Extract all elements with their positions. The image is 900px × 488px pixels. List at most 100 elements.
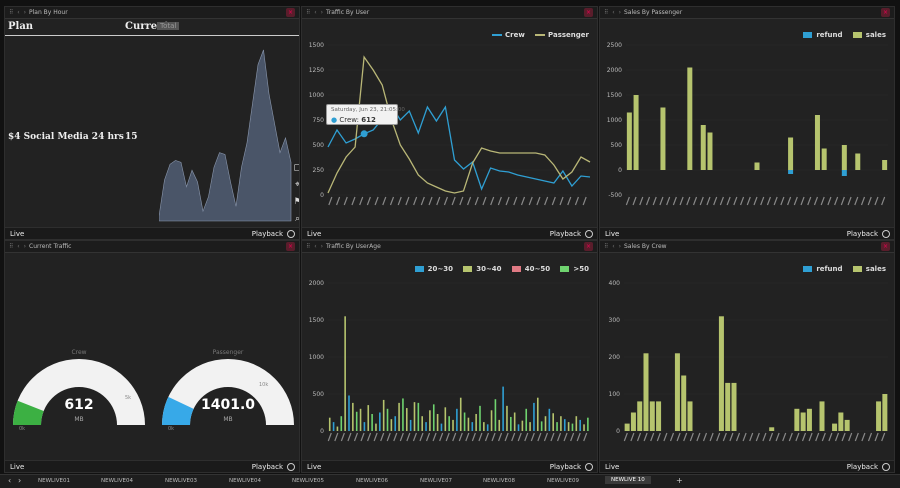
gauge-fill — [162, 396, 194, 425]
pin-icon[interactable]: ⌖ — [294, 180, 300, 190]
panel-traffic-by-user: ⠿ ‹ › Traffic By User × Crew Passenger 1… — [301, 6, 598, 240]
legend-item-40-50[interactable]: 40~50 — [511, 265, 550, 273]
close-icon[interactable]: × — [286, 242, 295, 251]
playback-button[interactable]: Playback — [846, 230, 878, 238]
tab-newlive04b[interactable]: NEWLIVE04 — [229, 478, 261, 484]
x-tick-mark — [351, 196, 356, 206]
x-tick-mark — [432, 432, 437, 442]
legend-item-refund[interactable]: refund — [803, 265, 843, 273]
x-tick-mark — [497, 196, 502, 206]
current-badge[interactable]: Total — [157, 22, 180, 30]
playback-button[interactable]: Playback — [549, 230, 581, 238]
bar — [556, 422, 558, 431]
tab-newlive01[interactable]: NEWLIVE01 — [38, 478, 70, 484]
clock-icon[interactable] — [882, 463, 890, 471]
x-tick-mark — [353, 432, 359, 442]
tab-newlive08[interactable]: NEWLIVE08 — [483, 478, 515, 484]
panel-footer: Live Playback — [302, 460, 597, 472]
add-tab-icon[interactable]: + — [676, 476, 683, 485]
x-tick-mark — [867, 432, 873, 442]
drag-handle-icon[interactable]: ⠿ ‹ › — [604, 243, 623, 250]
x-tick-mark — [504, 432, 509, 442]
bar — [517, 424, 520, 431]
panel-header[interactable]: ⠿ ‹ › Current Traffic × — [5, 241, 299, 253]
panel-footer: Live Playback — [302, 227, 597, 239]
bar — [352, 402, 354, 431]
bar — [348, 395, 350, 431]
close-icon[interactable]: × — [584, 8, 593, 17]
line-series-passenger — [327, 55, 591, 194]
close-icon[interactable]: × — [881, 242, 890, 251]
legend-item-refund[interactable]: refund — [803, 31, 843, 39]
clock-icon[interactable] — [585, 230, 593, 238]
square-icon[interactable]: ▢ — [292, 163, 299, 174]
x-tick-mark — [327, 432, 332, 442]
clock-icon[interactable] — [287, 463, 295, 471]
x-tick-mark — [742, 432, 747, 442]
drag-handle-icon[interactable]: ⠿ ‹ › — [604, 9, 623, 16]
y-tick-label: 1500 — [607, 92, 622, 99]
bar-refund — [788, 170, 794, 174]
x-tick-mark — [793, 196, 798, 206]
playback-button[interactable]: Playback — [251, 463, 283, 471]
panel-header[interactable]: ⠿ ‹ › Sales By Passenger × — [600, 7, 894, 19]
legend-item-passenger[interactable]: Passenger — [535, 31, 589, 39]
legend-item-sales[interactable]: sales — [852, 265, 886, 273]
bar — [432, 404, 435, 431]
panel-header[interactable]: ⠿ ‹ › Traffic By User × — [302, 7, 597, 19]
playback-button[interactable]: Playback — [549, 463, 581, 471]
legend-item-20-30[interactable]: 20~30 — [414, 265, 453, 273]
clock-icon[interactable] — [287, 230, 295, 238]
legend-item-over-50[interactable]: >50 — [560, 265, 589, 273]
tab-next-icon[interactable]: › — [18, 476, 22, 485]
close-icon[interactable]: × — [881, 8, 890, 17]
tab-newlive07[interactable]: NEWLIVE07 — [420, 478, 452, 484]
x-tick-mark — [719, 196, 724, 206]
legend-item-sales[interactable]: sales — [852, 31, 886, 39]
x-tick-mark — [443, 196, 449, 206]
bar — [536, 397, 539, 431]
drag-handle-icon[interactable]: ⠿ ‹ › — [306, 9, 325, 16]
panel-header[interactable]: ⠿ ‹ › Sales By Crew × — [600, 241, 894, 253]
x-tick-mark — [567, 196, 572, 206]
tab-prev-icon[interactable]: ‹ — [8, 476, 12, 485]
playback-button[interactable]: Playback — [251, 230, 283, 238]
legend-item-30-40[interactable]: 30~40 — [463, 265, 502, 273]
bar — [359, 408, 362, 431]
bar — [390, 419, 393, 431]
close-icon[interactable]: × — [286, 8, 295, 17]
panel-title: Sales By Passenger — [624, 9, 683, 16]
drag-handle-icon[interactable]: ⠿ ‹ › — [9, 243, 28, 250]
y-tick-label: 750 — [313, 117, 325, 124]
bar-sales — [832, 423, 838, 431]
close-icon[interactable]: × — [584, 242, 593, 251]
tab-newlive06[interactable]: NEWLIVE06 — [356, 478, 388, 484]
panel-footer: Live Playback — [5, 227, 299, 239]
legend-item-crew[interactable]: Crew — [492, 31, 525, 39]
search-icon[interactable]: ⌕ — [294, 214, 300, 224]
x-tick-mark — [672, 196, 677, 206]
tab-newlive03[interactable]: NEWLIVE03 — [165, 478, 197, 484]
y-tick-label: 500 — [313, 391, 325, 398]
bar-sales — [800, 412, 806, 431]
panel-header[interactable]: ⠿ ‹ › Traffic By UserAge × — [302, 241, 597, 253]
x-tick-mark — [498, 432, 503, 442]
x-tick-mark — [841, 432, 846, 442]
bookmark-icon[interactable]: ⚑ — [292, 197, 299, 208]
x-tick-mark — [860, 196, 866, 206]
tab-newlive05[interactable]: NEWLIVE05 — [292, 478, 324, 484]
drag-handle-icon[interactable]: ⠿ ‹ › — [9, 9, 28, 16]
tab-newlive10[interactable]: NEWLIVE 10 — [605, 476, 651, 484]
playback-button[interactable]: Playback — [846, 463, 878, 471]
bar — [502, 386, 504, 431]
clock-icon[interactable] — [585, 463, 593, 471]
y-tick-label: 2000 — [309, 280, 324, 287]
x-tick-mark — [373, 432, 378, 442]
clock-icon[interactable] — [882, 230, 890, 238]
bar — [402, 398, 404, 431]
x-tick-mark — [471, 432, 476, 442]
drag-handle-icon[interactable]: ⠿ ‹ › — [306, 243, 325, 250]
tab-newlive09[interactable]: NEWLIVE09 — [547, 478, 579, 484]
panel-header[interactable]: ⠿ ‹ › Plan By Hour × — [5, 7, 299, 19]
tab-newlive04a[interactable]: NEWLIVE04 — [101, 478, 133, 484]
